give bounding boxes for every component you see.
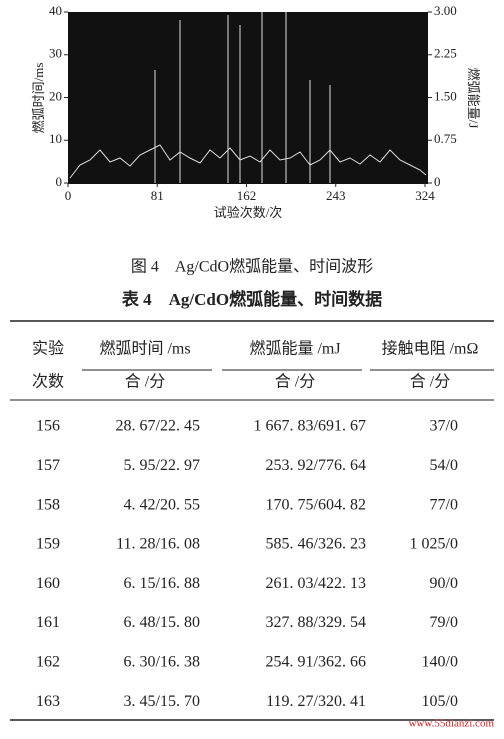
table-cell: 54/0 <box>430 457 458 474</box>
x-tick-label: 0 <box>65 188 72 203</box>
y2-axis-label: 燃弧能量/J <box>466 68 481 129</box>
x-axis-label: 试验次数/次 <box>214 205 283 220</box>
table-cell: 253. 92/776. 64 <box>266 457 366 474</box>
y2-tick-label: 3.00 <box>434 3 457 18</box>
table-cell: 28. 67/22. 45 <box>116 418 200 435</box>
table-cell: 5. 95/22. 97 <box>124 457 200 474</box>
y-tick-label: 0 <box>56 174 63 189</box>
x-tick-label: 243 <box>326 188 346 203</box>
table-cell: 261. 03/422. 13 <box>266 575 366 592</box>
table-cell: 6. 48/15. 80 <box>124 614 200 631</box>
y-tick-label: 40 <box>49 3 62 18</box>
table-cell: 11. 28/16. 08 <box>116 536 200 553</box>
y2-tick-label: 0.75 <box>434 131 457 146</box>
table-cell: 37/0 <box>430 418 458 435</box>
y-tick-label: 10 <box>49 131 62 146</box>
x-tick-label: 81 <box>151 188 164 203</box>
x-tick-label: 324 <box>415 188 435 203</box>
table-cell: 79/0 <box>430 614 458 631</box>
figure-caption: 图 4 Ag/CdO燃弧能量、时间波形 <box>131 258 373 276</box>
table-cell: 163 <box>36 693 60 710</box>
watermark: www.55dianzi.com <box>409 718 495 730</box>
table-cell: 156 <box>36 418 60 435</box>
table-cell: 1 025/0 <box>410 536 458 553</box>
waveform-decoration <box>69 12 427 183</box>
x-tick-label: 162 <box>237 188 257 203</box>
table-cell: 159 <box>36 536 60 553</box>
table-cell: 1 667. 83/691. 67 <box>254 418 366 435</box>
table-cell: 6. 30/16. 38 <box>124 653 200 670</box>
table-cell: 3. 45/15. 70 <box>124 693 200 710</box>
table-header: 燃弧能量 /mJ <box>249 340 340 358</box>
table-title: 表 4 Ag/CdO燃弧能量、时间数据 <box>122 289 382 309</box>
y-tick-label: 20 <box>49 88 62 103</box>
table-subheader: 合 /分 <box>275 373 315 391</box>
table-header: 实验 <box>32 340 64 358</box>
table-header: 接触电阻 /mΩ <box>382 340 479 358</box>
table-cell: 170. 75/604. 82 <box>266 496 366 513</box>
table-cell: 158 <box>36 496 60 513</box>
table-header: 燃弧时间 /ms <box>99 340 190 358</box>
table-cell: 162 <box>36 653 60 670</box>
table-cell: 77/0 <box>430 496 458 513</box>
table-cell: 585. 46/326. 23 <box>266 536 366 553</box>
table-cell: 140/0 <box>422 653 458 670</box>
table-cell: 157 <box>36 457 60 474</box>
y2-tick-label: 2.25 <box>434 46 457 61</box>
table-cell: 160 <box>36 575 60 592</box>
table-subheader: 合 /分 <box>410 373 450 391</box>
table-subheader: 合 /分 <box>125 373 165 391</box>
table-cell: 90/0 <box>430 575 458 592</box>
table-subheader: 次数 <box>32 373 64 391</box>
y2-tick-label: 0 <box>434 174 441 189</box>
y-axis-label: 燃弧时间/ms <box>31 63 46 134</box>
table-cell: 254. 91/362. 66 <box>266 653 366 670</box>
table-cell: 4. 42/20. 55 <box>124 496 200 513</box>
table-cell: 161 <box>36 614 60 631</box>
table-cell: 105/0 <box>422 693 458 710</box>
table-cell: 119. 27/320. 41 <box>266 693 366 710</box>
table-cell: 327. 88/329. 54 <box>266 614 366 631</box>
plot-area <box>68 12 428 184</box>
table-cell: 6. 15/16. 88 <box>124 575 200 592</box>
y-tick-label: 30 <box>49 46 62 61</box>
y2-tick-label: 1.50 <box>434 88 457 103</box>
table: 实验 燃弧时间 /ms 燃弧能量 /mJ 接触电阻 /mΩ 次数 合 /分 合 /分 合 /分… <box>10 320 494 721</box>
